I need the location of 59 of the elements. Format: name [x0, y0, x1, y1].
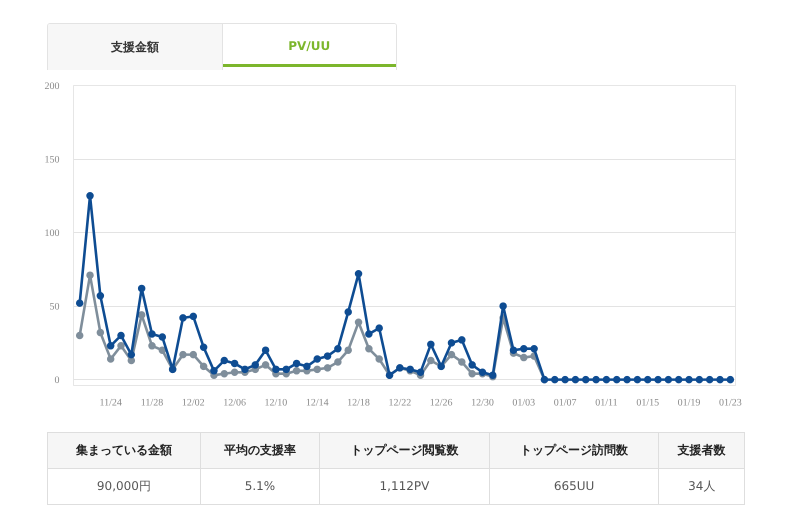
point	[458, 358, 466, 366]
point	[179, 350, 187, 358]
y-tick-label: 150	[44, 154, 60, 166]
point	[138, 311, 146, 319]
y-tick-label: 100	[44, 228, 60, 240]
point	[520, 354, 528, 362]
point	[148, 342, 156, 350]
x-tick-label: 12/26	[430, 398, 453, 408]
point	[96, 328, 104, 336]
x-tick-label: 12/18	[347, 398, 370, 408]
category-label: 支援者数	[658, 432, 744, 468]
x-tick-label: 01/03	[512, 398, 536, 408]
y-tick-label: 0	[54, 375, 60, 386]
y-tick-label: 50	[50, 302, 60, 313]
point	[220, 370, 228, 378]
x-tick-label: 12/22	[388, 398, 412, 408]
point	[262, 361, 270, 369]
x-tick-label: 12/30	[471, 398, 494, 408]
x-tick-label: 01/23	[718, 398, 742, 408]
point	[76, 332, 84, 340]
x-tick-label: 01/19	[678, 398, 700, 408]
point	[117, 342, 125, 350]
point	[427, 356, 435, 364]
x-tick-label: 01/11	[595, 398, 618, 408]
point	[86, 271, 94, 279]
category-label: 平均の支援率	[200, 432, 320, 468]
point	[106, 355, 114, 363]
x-tick-label: 11/24	[99, 398, 122, 408]
point	[313, 366, 321, 374]
point	[448, 350, 456, 358]
point	[158, 346, 166, 354]
category-label: トップページ閲覧数	[320, 432, 490, 468]
text: 665UU	[554, 478, 594, 493]
category-label: トップページ訪問数	[489, 432, 659, 468]
x-tick-label: 12/06	[223, 398, 246, 408]
point	[468, 370, 476, 378]
x-tick-label: 01/15	[636, 398, 660, 408]
x-tick-label: 12/10	[264, 398, 288, 408]
point	[324, 364, 332, 372]
text: 1,112PV	[380, 478, 430, 493]
category-label: 集まっている金額	[48, 432, 200, 468]
chart-title: PV/UU	[222, 24, 396, 67]
point	[292, 367, 300, 375]
point	[200, 362, 208, 370]
text: 90,000円	[96, 478, 151, 493]
x-tick-label: 01/07	[554, 398, 576, 408]
point	[190, 350, 198, 358]
point	[375, 355, 383, 363]
point	[344, 346, 352, 354]
x-tick-label: 12/14	[306, 398, 329, 408]
point	[230, 368, 238, 376]
point	[365, 344, 373, 352]
x-tick-label: 12/02	[182, 398, 205, 408]
text: 支援金額	[48, 24, 222, 70]
text: 5.1%	[244, 478, 276, 493]
point	[334, 358, 342, 366]
text: 34人	[688, 478, 716, 493]
x-tick-label: 11/28	[140, 398, 164, 408]
y-tick-label: 200	[44, 81, 60, 92]
